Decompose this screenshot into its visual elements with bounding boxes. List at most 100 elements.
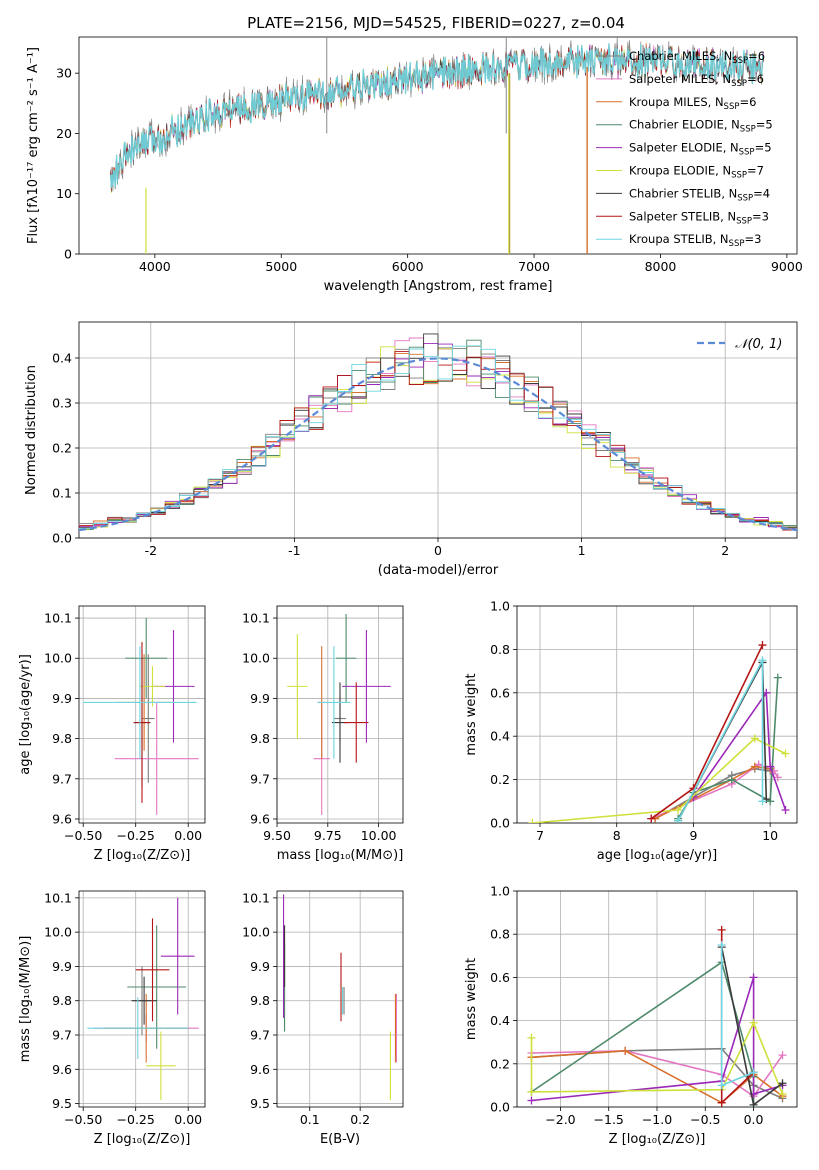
legend-label: Chabrier ELODIE, NSSP=5 [629,118,773,135]
x-tick-label: 8000 [645,259,677,274]
y-tick-label: 0.4 [490,1013,510,1028]
y-tick-label: 0.6 [490,685,510,700]
y-tick-label: 0.4 [52,351,72,366]
errorbar-point [87,997,189,1059]
x-tick-label: 0.0 [744,1112,764,1127]
legend-label: Kroupa STELIB, NSSP=3 [629,232,761,249]
mass-weight-marker [778,1079,787,1088]
legend-label: Salpeter STELIB, NSSP=3 [629,209,769,226]
x-axis-label: E(B-V) [320,1132,360,1147]
legend-label: 𝒩(0, 1) [735,337,782,352]
legend-label-n: =5 [755,141,772,155]
mass-weight-marker [621,1046,630,1055]
mass-weight-marker [717,925,726,934]
x-tick-label: 1 [578,543,586,558]
legend-label-sub: SSP [732,56,748,66]
y-tick-label: 0.0 [490,816,510,831]
mass_weight_vs_age-plot-area [528,641,790,823]
y-tick-label: 10.1 [242,611,270,626]
mass-weight-marker [758,641,767,650]
x-tick-label: 8 [613,828,621,843]
y-axis-label: mass weight [464,673,479,755]
errorbar-point [135,918,170,1022]
mass-weight-marker [778,1090,787,1099]
errorbar-point [317,646,351,759]
y-tick-label: 10.0 [242,651,270,666]
y-tick-label: 0.6 [490,970,510,985]
y-tick-label: 10.0 [242,925,270,940]
errorbar-point [146,1031,176,1101]
legend-label-sub: SSP [731,79,747,89]
errorbar-point [342,630,391,743]
x-axis-label: Z [log₁₀(Z/Z⊙)] [94,848,191,863]
x-tick-label: −2.0 [545,1112,575,1127]
mass-weight-line [532,737,786,823]
mass-weight-marker [773,773,782,782]
x-tick-label: −0.5 [690,1112,720,1127]
y-tick-label: 10.1 [44,611,72,626]
legend-label: Salpeter ELODIE, NSSP=5 [629,141,772,158]
histogram-step [79,345,797,531]
mass-weight-marker [758,656,767,665]
spectrum-plot-area [109,37,765,254]
y-tick-label: 9.8 [52,993,72,1008]
y-tick-label: 30 [56,66,72,81]
x-axis-label: wavelength [Angstrom, rest frame] [324,279,553,294]
axes-frame [276,605,404,824]
legend-label-text: Kroupa STELIB, N [629,232,729,246]
errorbar-point [83,646,197,759]
y-tick-label: 0.0 [52,531,72,546]
y-tick-label: 1.0 [490,884,510,899]
mass-weight-line [677,659,764,822]
axes-frame [78,36,798,255]
y-tick-label: 0.1 [52,486,72,501]
y-tick-label: 9.9 [250,691,270,706]
y-axis-label: Flux [fλ10⁻¹⁷ erg cm⁻² s⁻¹ A⁻¹] [26,47,41,244]
y-tick-label: 9.6 [52,1062,72,1077]
legend-label: Kroupa MILES, NSSP=6 [629,95,756,112]
mass-weight-marker [781,805,790,814]
legend-label-text: Chabrier STELIB, N [629,186,737,200]
x-tick-label: 9.50 [263,828,291,843]
errorbar-point [287,634,308,739]
y-tick-label: 9.7 [52,1028,72,1043]
y-tick-label: 9.9 [250,959,270,974]
legend-label-n: =6 [748,49,765,63]
axes-frame [516,890,798,1108]
x-tick-label: 0.00 [174,1112,202,1127]
mass_vs_Z-plot-area [87,897,199,1101]
legend-label-text: Salpeter STELIB, N [629,209,736,223]
mass-weight-marker [717,941,726,949]
y-tick-label: 0.2 [490,1056,510,1071]
legend-label-n: =5 [756,118,773,132]
y-tick-label: 9.5 [250,1096,270,1111]
errorbar-point [125,618,168,699]
legend-label: Salpeter MILES, NSSP=6 [629,72,764,89]
mass-weight-marker [527,1033,536,1042]
y-tick-label: 20 [56,126,72,141]
axes-frame [78,605,206,824]
mass-weight-marker [674,805,683,814]
y-axis-label: Normed distribution [24,365,39,495]
age-vs-metallicity-panel: −0.50 −0.25 0.00 9.6 9.7 9.8 9.9 10.0 10.1 Z [log… [18,605,206,863]
mass-weight-marker [766,762,775,771]
x-tick-label: 0.2 [350,1112,370,1127]
mass-vs-metallicity-panel: −0.50 −0.25 0.00 9.5 9.6 9.7 9.8 9.9 10.0 10.1 Z [… [18,890,206,1147]
y-tick-label: 0.3 [52,396,72,411]
legend-label-text: Salpeter ELODIE, N [629,141,739,155]
age_vs_Z-plot-area [83,618,199,815]
x-tick-label: 0.1 [300,1112,320,1127]
mass-weight-line [692,690,787,811]
x-axis-label: Z [log₁₀(Z/Z⊙)] [609,1132,706,1147]
x-axis-label: (data-model)/error [378,563,499,578]
mass-weight-marker [717,1081,726,1090]
x-tick-label: 9 [689,828,697,843]
mass-weight-marker [749,1100,758,1107]
axes-frame [78,890,206,1108]
y-tick-label: 9.6 [250,1062,270,1077]
x-tick-label: 5000 [265,259,297,274]
legend-label-sub: SSP [737,193,753,203]
legend-label-text: Salpeter MILES, N [629,72,731,86]
legend-label-sub: SSP [729,239,745,249]
mass-weight-marker [781,749,790,758]
